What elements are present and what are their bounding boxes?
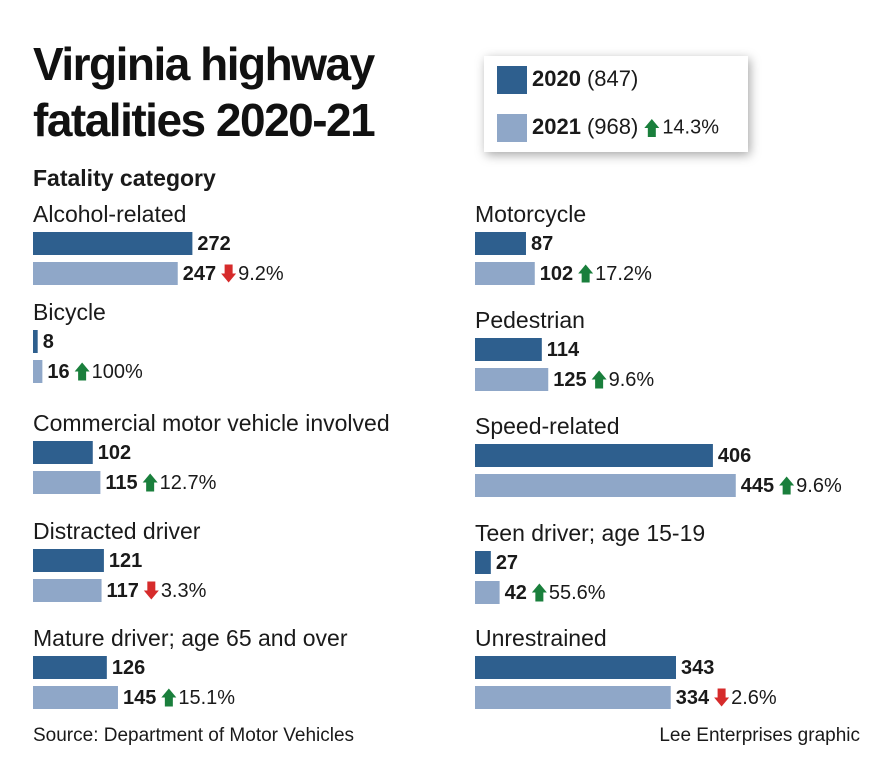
value-label: 115 xyxy=(105,472,137,494)
category-label: Unrestrained xyxy=(475,625,607,651)
change-arrow xyxy=(143,581,159,600)
value-label: 343 xyxy=(681,657,714,679)
legend-total: (968) xyxy=(587,114,638,139)
bar xyxy=(33,549,104,572)
change-arrow xyxy=(714,688,730,707)
value-label: 16 xyxy=(47,361,69,383)
change-arrow xyxy=(142,473,158,492)
bar xyxy=(33,656,107,679)
bar xyxy=(475,551,491,574)
bar xyxy=(475,656,676,679)
value-label: 87 xyxy=(531,233,553,255)
bar xyxy=(33,579,102,602)
bar xyxy=(33,262,178,285)
bar xyxy=(475,232,526,255)
value-label: 121 xyxy=(109,550,142,572)
category-label: Motorcycle xyxy=(475,201,586,227)
value-label: 102 xyxy=(98,442,131,464)
bar xyxy=(33,441,93,464)
category-label: Teen driver; age 15-19 xyxy=(475,520,705,546)
value-label: 117 xyxy=(107,580,139,602)
category-label: Pedestrian xyxy=(475,307,585,333)
value-label: 272 xyxy=(197,233,230,255)
legend-label: 2021 xyxy=(532,114,581,139)
value-label: 114 xyxy=(547,339,580,361)
change-arrow xyxy=(644,119,660,137)
legend-label: 2020 xyxy=(532,66,581,91)
change-label: 9.6% xyxy=(609,369,655,391)
legend-box xyxy=(484,56,748,152)
change-label: 100% xyxy=(92,361,143,383)
bar xyxy=(475,474,736,497)
change-label: 3.3% xyxy=(161,580,207,602)
category-label: Alcohol-related xyxy=(33,201,186,227)
value-label: 406 xyxy=(718,445,751,467)
change-label: 55.6% xyxy=(549,582,606,604)
bar xyxy=(33,471,101,494)
legend-swatch xyxy=(497,66,527,94)
value-label: 445 xyxy=(741,475,774,497)
change-arrow xyxy=(578,264,594,283)
category-label: Speed-related xyxy=(475,413,620,439)
change-arrow xyxy=(779,476,795,495)
value-label: 247 xyxy=(183,263,216,285)
subtitle: Fatality category xyxy=(33,165,216,191)
value-label: 125 xyxy=(553,369,586,391)
value-label: 126 xyxy=(112,657,145,679)
change-label: 17.2% xyxy=(595,263,652,285)
value-label: 334 xyxy=(676,687,710,709)
value-label: 102 xyxy=(540,263,573,285)
bar xyxy=(475,338,542,361)
change-arrow xyxy=(74,362,90,381)
bar xyxy=(475,444,713,467)
category-label: Bicycle xyxy=(33,299,106,325)
bar xyxy=(475,581,500,604)
bar xyxy=(475,686,671,709)
change-label: 15.1% xyxy=(178,687,235,709)
change-label: 2.6% xyxy=(731,687,777,709)
change-label: 9.2% xyxy=(238,263,284,285)
category-label: Mature driver; age 65 and over xyxy=(33,625,348,651)
change-arrow xyxy=(591,370,607,389)
change-arrow xyxy=(221,264,237,283)
category-label: Distracted driver xyxy=(33,518,201,544)
change-label: 12.7% xyxy=(160,472,217,494)
category-label: Commercial motor vehicle involved xyxy=(33,410,390,436)
chart-title: Virginia highway fatalities 2020-21 xyxy=(33,38,376,146)
legend-change: 14.3% xyxy=(662,116,719,138)
bar xyxy=(33,686,118,709)
bar xyxy=(475,368,549,391)
bar xyxy=(33,330,38,353)
value-label: 42 xyxy=(505,582,527,604)
credit: Lee Enterprises graphic xyxy=(659,725,860,746)
change-label: 9.6% xyxy=(796,475,842,497)
change-arrow xyxy=(161,688,177,707)
legend-total: (847) xyxy=(587,66,638,91)
bar xyxy=(33,232,193,255)
value-label: 145 xyxy=(123,687,156,709)
bar xyxy=(475,262,535,285)
value-label: 27 xyxy=(496,552,518,574)
value-label: 8 xyxy=(43,331,54,353)
bar xyxy=(33,360,43,383)
source: Source: Department of Motor Vehicles xyxy=(33,725,354,746)
legend-swatch xyxy=(497,114,527,142)
change-arrow xyxy=(531,583,547,602)
